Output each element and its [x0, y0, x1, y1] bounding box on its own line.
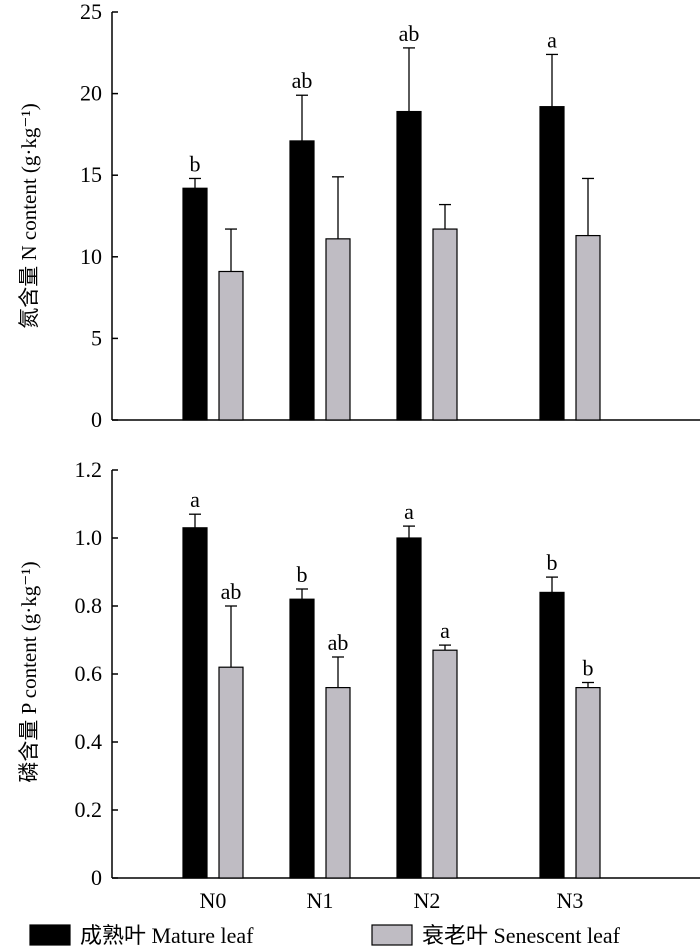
significance-label: a [440, 618, 450, 643]
bar-senescent [575, 686, 601, 879]
bar-senescent [432, 649, 458, 879]
bar-senescent [432, 228, 458, 421]
bar-mature [539, 106, 565, 421]
legend-label: 成熟叶 Mature leaf [80, 923, 254, 948]
x-tick-label: N3 [557, 888, 584, 913]
y-tick-label: 1.0 [75, 525, 103, 550]
y-tick-label: 1.2 [75, 457, 103, 482]
y-axis-label: 磷含量 P content (g·kg⁻¹) [17, 561, 41, 782]
legend: 成熟叶 Mature leaf 衰老叶 Senescent leaf [29, 923, 621, 948]
significance-label: a [547, 27, 557, 52]
x-tick-label: N1 [307, 888, 334, 913]
bar-senescent [325, 686, 351, 879]
significance-label: ab [221, 579, 242, 604]
bar-mature [396, 537, 422, 879]
bar-mature [289, 140, 315, 421]
bar-senescent [575, 234, 601, 421]
y-tick-label: 20 [80, 81, 102, 106]
y-tick-label: 25 [80, 0, 102, 24]
y-tick-label: 0.6 [75, 661, 103, 686]
legend-label: 衰老叶 Senescent leaf [422, 923, 621, 948]
bar-senescent [218, 270, 244, 421]
significance-label: b [583, 656, 594, 681]
bar-mature [396, 110, 422, 421]
significance-label: ab [292, 68, 313, 93]
x-tick-label: N0 [200, 888, 227, 913]
bar-mature [289, 598, 315, 879]
significance-label: ab [328, 630, 349, 655]
y-tick-label: 15 [80, 162, 102, 187]
significance-label: b [190, 151, 201, 176]
bar-mature [182, 527, 208, 879]
y-tick-label: 0 [91, 865, 102, 890]
y-tick-label: 0 [91, 407, 102, 432]
panel-phosphorus: 0 0.2 0.4 0.6 0.8 1.0 1.2 磷含量 P content (g·kg⁻¹… [17, 457, 700, 913]
x-tick-label: N2 [414, 888, 441, 913]
significance-label: a [190, 487, 200, 512]
panel-nitrogen: 0 5 10 15 20 25 氮含量 N content (g·kg⁻¹) b ab ab a [17, 0, 700, 432]
bar-mature [539, 591, 565, 879]
significance-label: b [297, 562, 308, 587]
significance-label: a [404, 499, 414, 524]
bar-senescent [325, 238, 351, 421]
bar-senescent [218, 666, 244, 879]
y-axis-label: 氮含量 N content (g·kg⁻¹) [17, 103, 41, 329]
y-tick-label: 0.4 [75, 729, 103, 754]
significance-label: b [547, 550, 558, 575]
y-tick-label: 0.2 [75, 797, 103, 822]
y-tick-label: 10 [80, 244, 102, 269]
bar-mature [182, 187, 208, 421]
y-tick-label: 5 [91, 325, 102, 350]
significance-label: ab [399, 21, 420, 46]
legend-swatch [29, 924, 71, 946]
legend-swatch [371, 924, 413, 946]
y-tick-label: 0.8 [75, 593, 103, 618]
